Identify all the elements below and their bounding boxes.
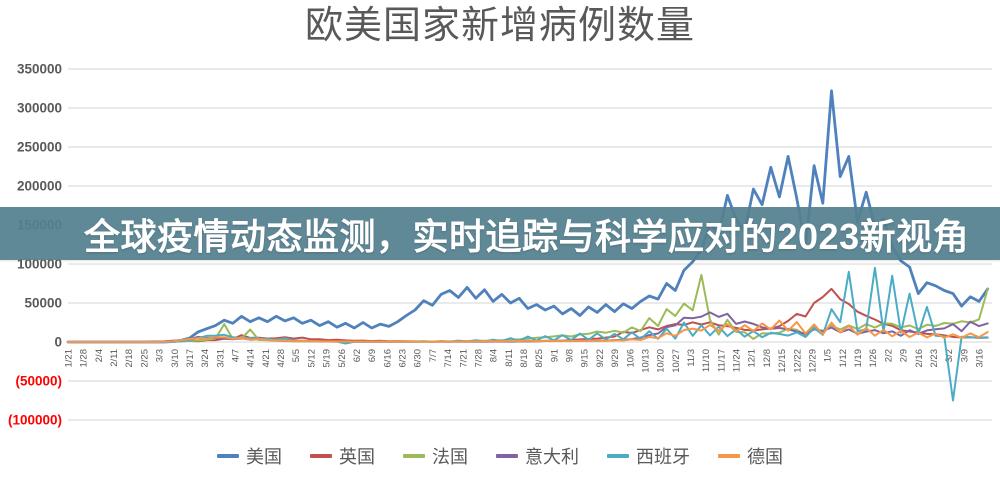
x-axis-label: 1/26 — [868, 349, 879, 368]
x-axis-label: 12/29 — [807, 349, 818, 373]
x-axis-label: 9/8 — [565, 349, 576, 362]
x-axis-label: 6/23 — [398, 349, 409, 368]
x-axis-label: 7/7 — [428, 349, 439, 362]
x-axis-label: 11/17 — [716, 349, 727, 372]
x-axis-label: 2/4 — [94, 349, 105, 362]
x-axis-label: 4/14 — [246, 349, 257, 368]
x-axis-label: 11/24 — [732, 349, 743, 372]
x-axis-label: 9/1 — [549, 349, 560, 362]
legend-item-france: 法国 — [403, 443, 468, 469]
x-axis-label: 10/6 — [625, 349, 636, 368]
legend-swatch-uk — [310, 454, 332, 458]
x-axis-label: 2/23 — [929, 349, 940, 368]
x-axis-label: 8/25 — [534, 349, 545, 368]
x-axis-label: 5/5 — [291, 349, 302, 362]
x-axis-label: 4/28 — [276, 349, 287, 368]
x-axis-label: 10/13 — [640, 349, 651, 373]
x-axis-label: 1/21 — [64, 349, 75, 368]
x-axis-label: 5/19 — [322, 349, 333, 368]
legend-label-germany: 德国 — [747, 447, 783, 467]
x-axis-label: 2/25 — [139, 349, 150, 368]
x-axis-label: 3/10 — [170, 349, 181, 368]
x-axis-label: 3/17 — [185, 349, 196, 368]
x-axis-label: 4/21 — [261, 349, 272, 368]
y-axis-label: (50000) — [15, 374, 62, 389]
x-axis-label: 3/9 — [959, 349, 970, 362]
legend-item-italy: 意大利 — [496, 443, 579, 469]
x-axis-label: 2/16 — [914, 349, 925, 368]
x-axis-label: 9/22 — [595, 349, 606, 368]
x-axis-label: 12/22 — [792, 349, 803, 373]
x-axis-label: 2/18 — [124, 349, 135, 368]
legend-swatch-usa — [217, 454, 239, 458]
legend-item-uk: 英国 — [310, 443, 375, 469]
x-axis-label: 1/5 — [823, 349, 834, 362]
x-axis-label: 1/19 — [853, 349, 864, 368]
y-axis-label: 250000 — [17, 140, 62, 155]
x-axis-label: 8/4 — [489, 349, 500, 362]
x-axis-label: 2/11 — [109, 349, 120, 367]
series-line-uk — [67, 287, 989, 343]
legend-label-spain: 西班牙 — [636, 447, 690, 467]
chart-title: 欧美国家新增病例数量 — [304, 5, 695, 47]
y-axis-label: 100000 — [17, 257, 62, 272]
overlay-banner-text: 全球疫情动态监测，实时追踪与科学应对的2023新视角 — [84, 215, 970, 257]
y-axis-label: 200000 — [17, 179, 62, 194]
legend-label-usa: 美国 — [246, 447, 282, 467]
x-axis-label: 6/9 — [367, 349, 378, 362]
x-axis-label: 10/20 — [656, 349, 667, 373]
x-axis-label: 3/24 — [200, 349, 211, 368]
x-axis-label: 6/16 — [382, 349, 393, 368]
x-axis-label: 11/3 — [686, 349, 697, 367]
x-axis-label: 2/9 — [899, 349, 910, 362]
x-axis-label: 3/16 — [974, 349, 985, 368]
chart-legend: 美国 英国 法国 意大利 西班牙 德国 — [0, 441, 1000, 471]
x-axis-label: 6/30 — [413, 349, 424, 368]
x-axis-label: 1/28 — [79, 349, 90, 368]
y-axis-label: 300000 — [17, 101, 62, 116]
legend-label-uk: 英国 — [339, 447, 375, 467]
x-axis-label: 7/14 — [443, 349, 454, 368]
legend-swatch-france — [403, 454, 425, 458]
x-axis-label: 7/28 — [473, 349, 484, 368]
x-axis-label: 5/26 — [337, 349, 348, 368]
x-axis-label: 9/29 — [610, 349, 621, 368]
x-axis-label: 2/2 — [883, 349, 894, 362]
y-axis-label: (100000) — [8, 413, 62, 428]
legend-label-france: 法国 — [432, 447, 468, 467]
y-axis-label: 0 — [54, 335, 62, 350]
legend-item-germany: 德国 — [718, 443, 783, 469]
series-line-spain — [67, 266, 989, 402]
x-axis-label: 7/21 — [458, 349, 469, 368]
x-axis-label: 11/10 — [701, 349, 712, 372]
x-axis-label: 10/27 — [671, 349, 682, 373]
legend-swatch-germany — [718, 454, 740, 458]
x-axis-label: 12/8 — [762, 349, 773, 368]
y-axis-label: 350000 — [17, 62, 62, 77]
x-axis-label: 12/15 — [777, 349, 788, 373]
x-axis-label: 8/18 — [519, 349, 530, 368]
overlay-banner: 全球疫情动态监测，实时追踪与科学应对的2023新视角 — [0, 207, 1000, 260]
legend-swatch-spain — [607, 454, 629, 458]
x-axis-label: 12/1 — [747, 349, 758, 368]
x-axis-label: 4/7 — [231, 349, 242, 362]
x-axis-label: 3/3 — [155, 349, 166, 362]
series-line-usa — [66, 89, 990, 344]
legend-item-usa: 美国 — [217, 443, 282, 469]
x-axis-label: 1/12 — [838, 349, 849, 368]
x-axis-label: 6/2 — [352, 349, 363, 362]
series-line-germany — [67, 319, 989, 343]
legend-swatch-italy — [496, 454, 518, 458]
y-axis-label: 50000 — [24, 296, 62, 311]
legend-item-spain: 西班牙 — [607, 443, 690, 469]
x-axis-label: 8/11 — [504, 349, 515, 367]
x-axis-label: 3/31 — [215, 349, 226, 368]
x-axis-label: 9/15 — [580, 349, 591, 368]
x-axis-label: 5/12 — [306, 349, 317, 368]
x-axis-label: 3/2 — [944, 349, 955, 362]
legend-label-italy: 意大利 — [525, 447, 579, 467]
